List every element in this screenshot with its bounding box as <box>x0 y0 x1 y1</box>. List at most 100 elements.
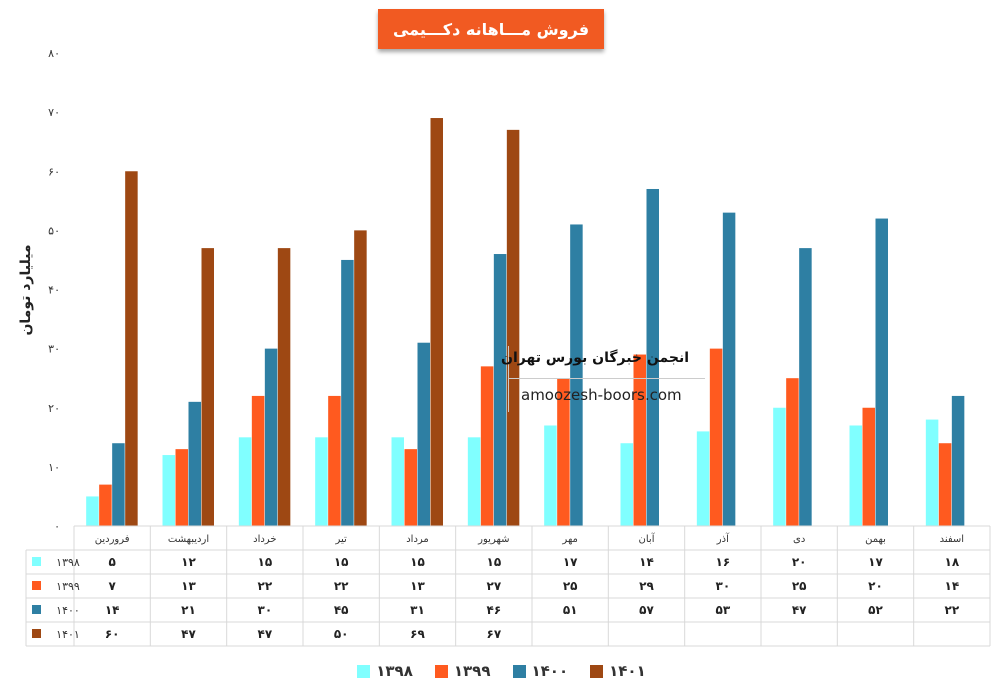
bar <box>162 455 175 526</box>
bar <box>862 407 875 526</box>
data-label: ۱۴ <box>105 603 120 617</box>
table-series-name: ۱۴۰۱ <box>56 628 80 641</box>
y-tick-label: ۵۰ <box>48 224 60 237</box>
bar <box>570 224 583 526</box>
legend-swatch <box>590 664 604 678</box>
bar <box>404 449 417 526</box>
data-label: ۵۱ <box>563 603 578 617</box>
data-label: ۱۳ <box>410 579 425 593</box>
data-label: ۱۷ <box>563 555 578 569</box>
bar <box>480 366 494 526</box>
legend-item: ۱۳۹۸ <box>357 662 413 680</box>
bar <box>315 437 328 526</box>
bars <box>86 118 965 527</box>
bar <box>786 378 799 526</box>
legend-swatch <box>512 664 526 678</box>
data-label: ۱۴ <box>639 555 654 569</box>
bar <box>99 484 112 526</box>
data-label: ۳۰ <box>258 603 273 617</box>
legend-item: ۱۴۰۰ <box>512 662 569 680</box>
y-tick-label: ۱۰ <box>48 461 60 474</box>
bar <box>277 248 291 527</box>
data-label: ۲۹ <box>639 579 654 593</box>
bar <box>925 419 939 526</box>
table-legend-key <box>32 605 41 614</box>
legend-swatch <box>357 664 371 678</box>
data-label: ۱۸ <box>945 555 960 569</box>
bar <box>251 395 265 526</box>
watermark-divider <box>509 378 705 379</box>
legend-label: ۱۳۹۸ <box>376 662 413 680</box>
chart-title: فروش مـــاهانه دکـــیمی <box>378 9 604 49</box>
bar <box>175 449 188 526</box>
y-ticks: ۰ ۱۰ ۲۰ ۳۰ ۴۰ ۵۰ ۶۰ ۷۰ ۸۰ <box>48 47 60 533</box>
bar <box>86 496 99 526</box>
y-tick-label: ۴۰ <box>48 284 60 297</box>
bar <box>849 425 862 526</box>
data-label: ۱۲ <box>181 555 196 569</box>
bar <box>709 348 723 526</box>
watermark-url: amoozesh-boors.com <box>521 386 682 404</box>
y-tick-label: ۰ <box>54 520 60 533</box>
data-label: ۱۶ <box>716 555 731 569</box>
bar <box>391 437 404 526</box>
table-legend-key <box>32 557 41 566</box>
bar <box>188 401 201 526</box>
legend-swatch <box>434 664 448 678</box>
x-tick-label: آذر <box>716 532 730 545</box>
legend-item: ۱۴۰۱ <box>590 662 646 680</box>
y-tick-label: ۷۰ <box>48 106 60 119</box>
bar <box>264 348 278 526</box>
bar <box>620 443 633 526</box>
data-label: ۵۲ <box>868 603 883 617</box>
bar <box>633 354 646 526</box>
x-tick-label: فروردین <box>95 534 130 545</box>
bar <box>506 129 520 527</box>
table-series-name: ۱۳۹۸ <box>56 556 80 569</box>
table-legend-key <box>32 581 41 590</box>
table-legend-key <box>32 629 41 638</box>
data-label: ۲۰ <box>792 555 807 569</box>
x-tick-label: مهر <box>561 534 577 545</box>
data-label: ۱۷ <box>868 555 883 569</box>
y-tick-label: ۳۰ <box>48 343 60 356</box>
bar <box>467 437 481 526</box>
data-label: ۵ <box>109 555 116 569</box>
bar <box>799 248 812 527</box>
legend-label: ۱۴۰۱ <box>609 662 646 680</box>
table-series-name: ۱۳۹۹ <box>56 580 80 593</box>
y-tick-label: ۸۰ <box>48 47 60 60</box>
legend-label: ۱۴۰۰ <box>531 662 569 680</box>
y-axis-label: میلیارد تومان <box>18 244 34 335</box>
bar <box>696 431 710 526</box>
data-label: ۲۲ <box>334 579 349 593</box>
bar <box>773 407 786 526</box>
x-tick-label: شهریور <box>477 534 509 545</box>
data-label: ۴۷ <box>181 627 196 641</box>
data-table: فروردین اردیبهشت خرداد تیر مرداد شهریور مهر آبا… <box>25 525 991 647</box>
data-label: ۲۲ <box>258 579 273 593</box>
data-label: ۲۱ <box>181 603 196 617</box>
x-tick-label: خرداد <box>253 534 276 545</box>
data-label: ۴۶ <box>487 603 502 617</box>
bar <box>646 188 659 527</box>
bar <box>238 437 252 526</box>
data-label: ۵۰ <box>334 627 349 641</box>
data-label: ۱۵ <box>334 555 349 569</box>
data-label: ۱۳ <box>181 579 196 593</box>
bar <box>430 118 443 526</box>
legend-label: ۱۳۹۹ <box>453 662 491 680</box>
data-label: ۱۵ <box>487 555 502 569</box>
legend-item: ۱۳۹۹ <box>434 662 491 680</box>
data-label: ۱۴ <box>945 579 960 593</box>
bar <box>328 395 341 526</box>
watermark: انجمن خبرگان بورس تهران amoozesh-boors.c… <box>501 346 705 412</box>
data-label: ۱۵ <box>410 555 425 569</box>
data-label: ۲۵ <box>563 579 578 593</box>
x-tick-label: اسفند <box>940 534 964 545</box>
data-label: ۷ <box>109 579 117 593</box>
data-label: ۶۰ <box>105 627 120 641</box>
data-label: ۶۷ <box>487 627 502 641</box>
table-series-name: ۱۴۰۰ <box>56 604 80 617</box>
data-label: ۶۹ <box>410 627 425 641</box>
